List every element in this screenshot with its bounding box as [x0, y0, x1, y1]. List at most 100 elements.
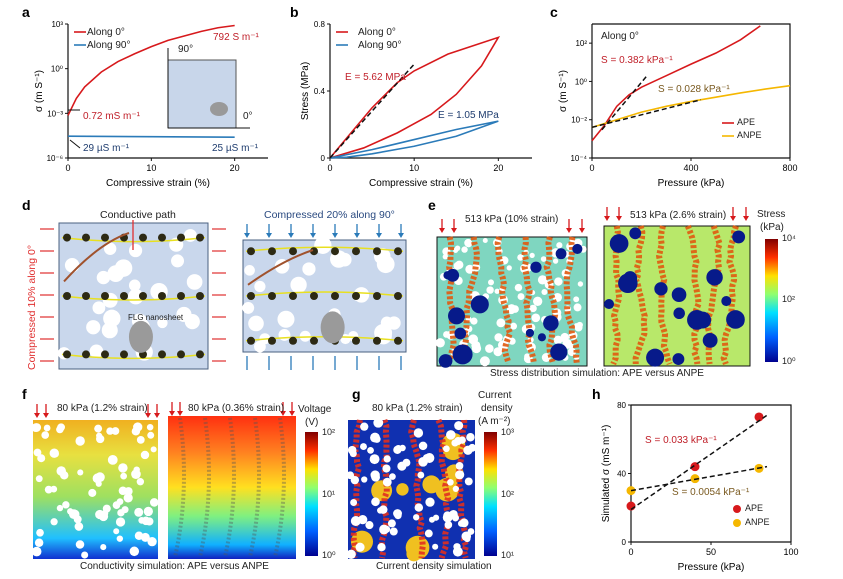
cbar-tick: 10¹ — [322, 489, 336, 499]
pore — [423, 454, 431, 462]
arrow-head — [616, 216, 622, 221]
particle-chain — [632, 225, 648, 365]
particle — [654, 282, 668, 296]
panel-label-b: b — [290, 4, 299, 20]
particle — [687, 310, 707, 330]
particle — [454, 327, 467, 340]
panel-g-simulation — [346, 417, 497, 562]
pore — [540, 256, 547, 262]
axes-frame — [592, 23, 791, 158]
pore — [56, 466, 66, 476]
y-axis-label: σ (m S⁻¹) — [558, 70, 569, 112]
arrow-head — [145, 413, 151, 418]
particle — [629, 227, 642, 240]
pore — [171, 254, 185, 268]
nanoparticle — [139, 233, 147, 242]
arrow-head — [310, 233, 316, 238]
pore — [102, 504, 111, 513]
arrow-head — [332, 233, 338, 238]
cbar-tick: 10⁰ — [782, 356, 796, 366]
pore — [553, 335, 563, 345]
chart-a: 0 10 20 10⁻⁶ 10⁻³ 10⁰ 10³ Compressive strain (%… — [34, 20, 268, 189]
pore — [567, 342, 574, 349]
pore — [452, 485, 459, 493]
legend-marker — [733, 519, 741, 527]
pore — [537, 275, 548, 285]
pore — [369, 454, 380, 465]
x-tick-label: 400 — [683, 163, 698, 173]
y-tick-label: 10⁻⁶ — [47, 154, 63, 163]
nanoparticle — [120, 350, 128, 359]
pore — [573, 303, 582, 312]
pore — [358, 514, 368, 525]
arrow-head — [354, 233, 360, 238]
pore — [488, 279, 495, 286]
pore — [139, 517, 146, 524]
pore — [302, 262, 316, 276]
series-line — [329, 35, 501, 159]
arrow-head — [451, 228, 457, 233]
g-title: 80 kPa (1.2% strain) — [372, 403, 463, 414]
pore — [374, 421, 381, 428]
particle — [555, 248, 567, 260]
cbar-title: Voltage — [298, 404, 332, 415]
y-tick-label: 10³ — [51, 20, 63, 29]
pore — [100, 544, 107, 551]
pore — [454, 421, 464, 431]
pore — [244, 265, 255, 276]
nanoparticle — [82, 350, 90, 359]
pore — [414, 503, 424, 512]
legend-along-0: Along 0° — [87, 27, 125, 38]
pore — [389, 473, 396, 480]
series-line — [67, 135, 235, 138]
cbar-tick: 10² — [782, 294, 796, 304]
pore — [62, 501, 70, 509]
y-tick-label: 10⁻⁴ — [570, 154, 587, 163]
nanoparticle — [158, 350, 166, 359]
x-tick-label: 20 — [230, 163, 240, 173]
pore — [524, 263, 533, 272]
particle — [447, 307, 465, 325]
pore — [56, 504, 64, 512]
pore — [44, 485, 53, 494]
legend-along-90: Along 90° — [358, 40, 402, 51]
pore — [493, 347, 503, 357]
pore — [33, 448, 42, 457]
arrow-head — [266, 233, 272, 238]
pore — [379, 524, 389, 535]
pore — [75, 540, 85, 549]
pore — [449, 509, 458, 519]
arrow-head — [169, 411, 175, 416]
gray-particle — [128, 320, 153, 353]
particle-chain — [408, 419, 426, 559]
cbar-title: Current — [478, 390, 512, 401]
nanoparticle — [63, 292, 71, 300]
y-axis-label: Stress (MPa) — [300, 62, 311, 120]
pore — [455, 470, 465, 480]
y-tick-label: 40 — [617, 470, 626, 479]
pore — [81, 551, 89, 559]
nanoparticle — [310, 247, 318, 256]
pore — [470, 317, 478, 325]
voltage-map-anpe — [168, 416, 296, 559]
fit-line — [329, 63, 415, 159]
pore — [413, 428, 424, 438]
y-tick-label: 80 — [617, 401, 626, 410]
particle — [438, 354, 453, 368]
particle — [543, 315, 559, 331]
pore — [494, 288, 500, 294]
y-axis-label: Simulated σ (mS m⁻¹) — [601, 425, 612, 523]
x-axis-label: Pressure (kPa) — [658, 178, 725, 189]
particle-chain — [349, 419, 363, 559]
pore — [458, 436, 466, 444]
pore — [506, 265, 512, 271]
pore — [49, 448, 59, 458]
f-left-title: 80 kPa (1.2% strain) — [57, 403, 148, 414]
particle-chain — [543, 236, 559, 364]
pore — [465, 264, 475, 274]
pore — [485, 344, 494, 353]
particle-chain — [457, 236, 480, 364]
nanoparticle — [268, 292, 276, 300]
arrow-head — [34, 413, 40, 418]
chart-title: Along 0° — [601, 31, 639, 42]
